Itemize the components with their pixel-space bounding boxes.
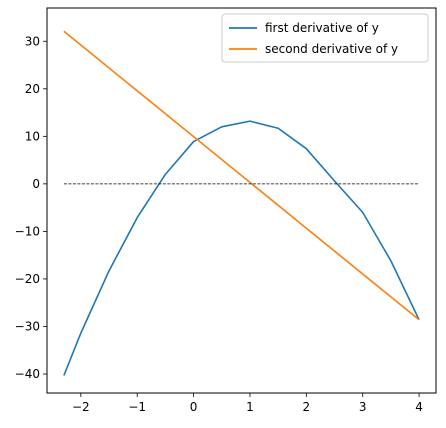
- series-line-second-derivative: [63, 30, 420, 321]
- legend-label-first-derivative: first derivative of y: [265, 21, 379, 35]
- x-tick-label: 0: [190, 400, 198, 414]
- series-layer: [63, 30, 420, 376]
- series-line-first-derivative: [63, 120, 420, 376]
- x-tick-label: 4: [415, 400, 423, 414]
- plot-frame: [46, 7, 437, 394]
- x-tick-label: 1: [246, 400, 254, 414]
- y-tick-label: 20: [25, 82, 40, 96]
- y-tick-label: −10: [15, 224, 40, 238]
- y-tick-label: 10: [25, 129, 40, 143]
- x-tick-label: −1: [128, 400, 146, 414]
- legend-label-second-derivative: second derivative of y: [265, 42, 398, 56]
- legend: first derivative of y second derivative …: [221, 13, 429, 63]
- x-axis: −2 −1 0 1 2 3 4: [72, 393, 423, 414]
- y-tick-label: −40: [15, 367, 40, 381]
- x-tick-label: 2: [303, 400, 311, 414]
- y-tick-label: −20: [15, 272, 40, 286]
- x-tick-label: 3: [359, 400, 367, 414]
- y-tick-label: 0: [32, 177, 40, 191]
- legend-box: [221, 13, 429, 63]
- y-axis: −40 −30 −20 −10 0 10 20 30: [15, 34, 47, 381]
- y-tick-label: 30: [25, 34, 40, 48]
- y-tick-label: −30: [15, 319, 40, 333]
- x-tick-label: −2: [72, 400, 90, 414]
